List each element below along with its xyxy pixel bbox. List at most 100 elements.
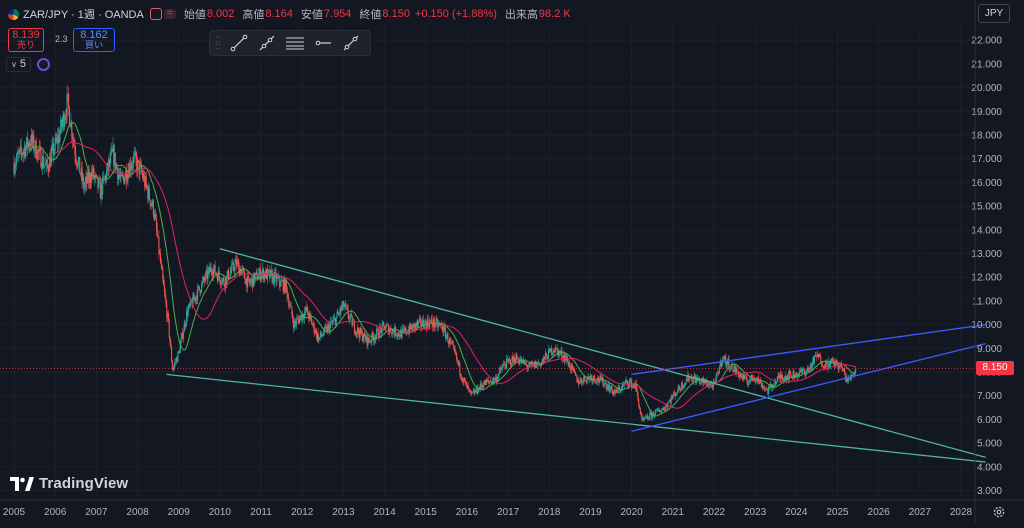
sell-label: 売り xyxy=(16,40,35,50)
ray-icon[interactable] xyxy=(253,32,281,54)
candle-body xyxy=(511,356,513,365)
candle-body xyxy=(615,389,617,393)
candle-body xyxy=(464,380,466,383)
candle-body xyxy=(39,147,41,149)
lower-descending-line[interactable] xyxy=(166,373,986,463)
candle-body xyxy=(315,329,318,338)
candle-body xyxy=(803,369,805,373)
candle-body xyxy=(802,368,804,370)
upper-descending-line[interactable] xyxy=(219,248,986,458)
candle-body xyxy=(520,358,523,364)
candle-body xyxy=(399,335,401,337)
candle-body xyxy=(661,409,663,412)
candle-body xyxy=(161,265,163,270)
candle-body xyxy=(752,378,755,381)
parallel-channel-icon[interactable] xyxy=(281,32,309,54)
candle-body xyxy=(817,353,819,357)
candle-body xyxy=(749,377,751,381)
candle-body xyxy=(316,332,318,338)
candle-body xyxy=(79,173,82,175)
candle-body xyxy=(327,324,329,326)
candle-body xyxy=(283,278,285,292)
candle-body xyxy=(366,335,368,346)
candle-body xyxy=(199,289,201,294)
candle-body xyxy=(654,410,656,416)
candle-body xyxy=(571,364,573,366)
candle-body xyxy=(411,326,413,331)
candle-body xyxy=(656,408,658,410)
candle-body xyxy=(781,375,783,378)
currency-button[interactable]: JPY xyxy=(978,4,1010,23)
candle-body xyxy=(499,368,501,370)
candle-body xyxy=(236,261,238,266)
y-tick-label: 15.000 xyxy=(971,202,1002,213)
candle-body xyxy=(778,375,780,378)
trend-line-icon[interactable] xyxy=(225,32,253,54)
candle-body xyxy=(114,152,116,166)
indicators-toggle[interactable]: ∨ 5 xyxy=(6,57,31,72)
candle-body xyxy=(336,312,338,317)
candle-body xyxy=(667,403,669,408)
candle-body xyxy=(224,284,226,288)
drag-handle-icon[interactable]: :: :: xyxy=(215,34,221,52)
candle-body xyxy=(552,350,554,354)
candle-body xyxy=(576,374,578,383)
candle-body xyxy=(334,318,337,325)
upper-channel-line[interactable] xyxy=(631,323,986,376)
candle-body xyxy=(638,406,641,409)
candle-body xyxy=(737,372,740,377)
candle-body xyxy=(196,295,198,300)
x-tick-label: 2014 xyxy=(373,507,396,518)
candle-body xyxy=(832,358,834,362)
candle-body xyxy=(51,147,53,154)
candle-body xyxy=(585,380,588,383)
x-tick-label: 2018 xyxy=(538,507,561,518)
candle-body xyxy=(608,384,610,391)
candle-body xyxy=(232,262,234,270)
candle-body xyxy=(817,353,820,358)
candle-body xyxy=(286,287,288,298)
gear-icon[interactable] xyxy=(992,505,1006,519)
candle-body xyxy=(749,380,751,383)
indicator-settings-icon[interactable] xyxy=(36,58,50,71)
horizontal-ray-icon[interactable] xyxy=(309,32,337,54)
candle-body xyxy=(152,200,154,206)
candle-body xyxy=(420,318,422,327)
tradingview-logo[interactable]: TradingView xyxy=(10,475,128,492)
drawings[interactable] xyxy=(0,248,986,463)
buy-button[interactable]: 8.162 買い xyxy=(73,28,115,52)
candle-body xyxy=(465,382,467,383)
menu-icon[interactable]: = xyxy=(163,9,176,19)
candle-body xyxy=(482,385,485,388)
candle-body xyxy=(714,380,717,382)
candle-body xyxy=(311,324,314,326)
lower-channel-line[interactable] xyxy=(631,342,986,432)
candle-body xyxy=(685,379,687,383)
candle-body xyxy=(766,389,768,390)
candle-body xyxy=(18,149,21,154)
candle-body xyxy=(485,380,487,385)
candle-body xyxy=(665,406,667,411)
symbol-title[interactable]: ZAR/JPY · 1週 · OANDA xyxy=(23,9,144,21)
candle-body xyxy=(340,307,342,311)
candle-body xyxy=(640,413,642,415)
candle-body xyxy=(255,271,257,274)
candle-body xyxy=(445,336,447,339)
candle-body xyxy=(655,409,657,411)
candle-body xyxy=(684,382,687,384)
candle-body xyxy=(751,374,753,378)
candle-body xyxy=(646,415,648,417)
candle-body xyxy=(56,137,58,142)
candle-body xyxy=(49,156,51,172)
extended-line-icon[interactable] xyxy=(337,32,365,54)
candle-body xyxy=(759,379,761,384)
candle-body xyxy=(415,323,417,326)
candle-body xyxy=(790,373,792,376)
hide-icon[interactable] xyxy=(149,8,162,20)
candle-body xyxy=(462,380,464,383)
sell-button[interactable]: 8.139 売り xyxy=(8,28,44,52)
candle-body xyxy=(200,291,202,294)
candle-body xyxy=(164,291,166,299)
